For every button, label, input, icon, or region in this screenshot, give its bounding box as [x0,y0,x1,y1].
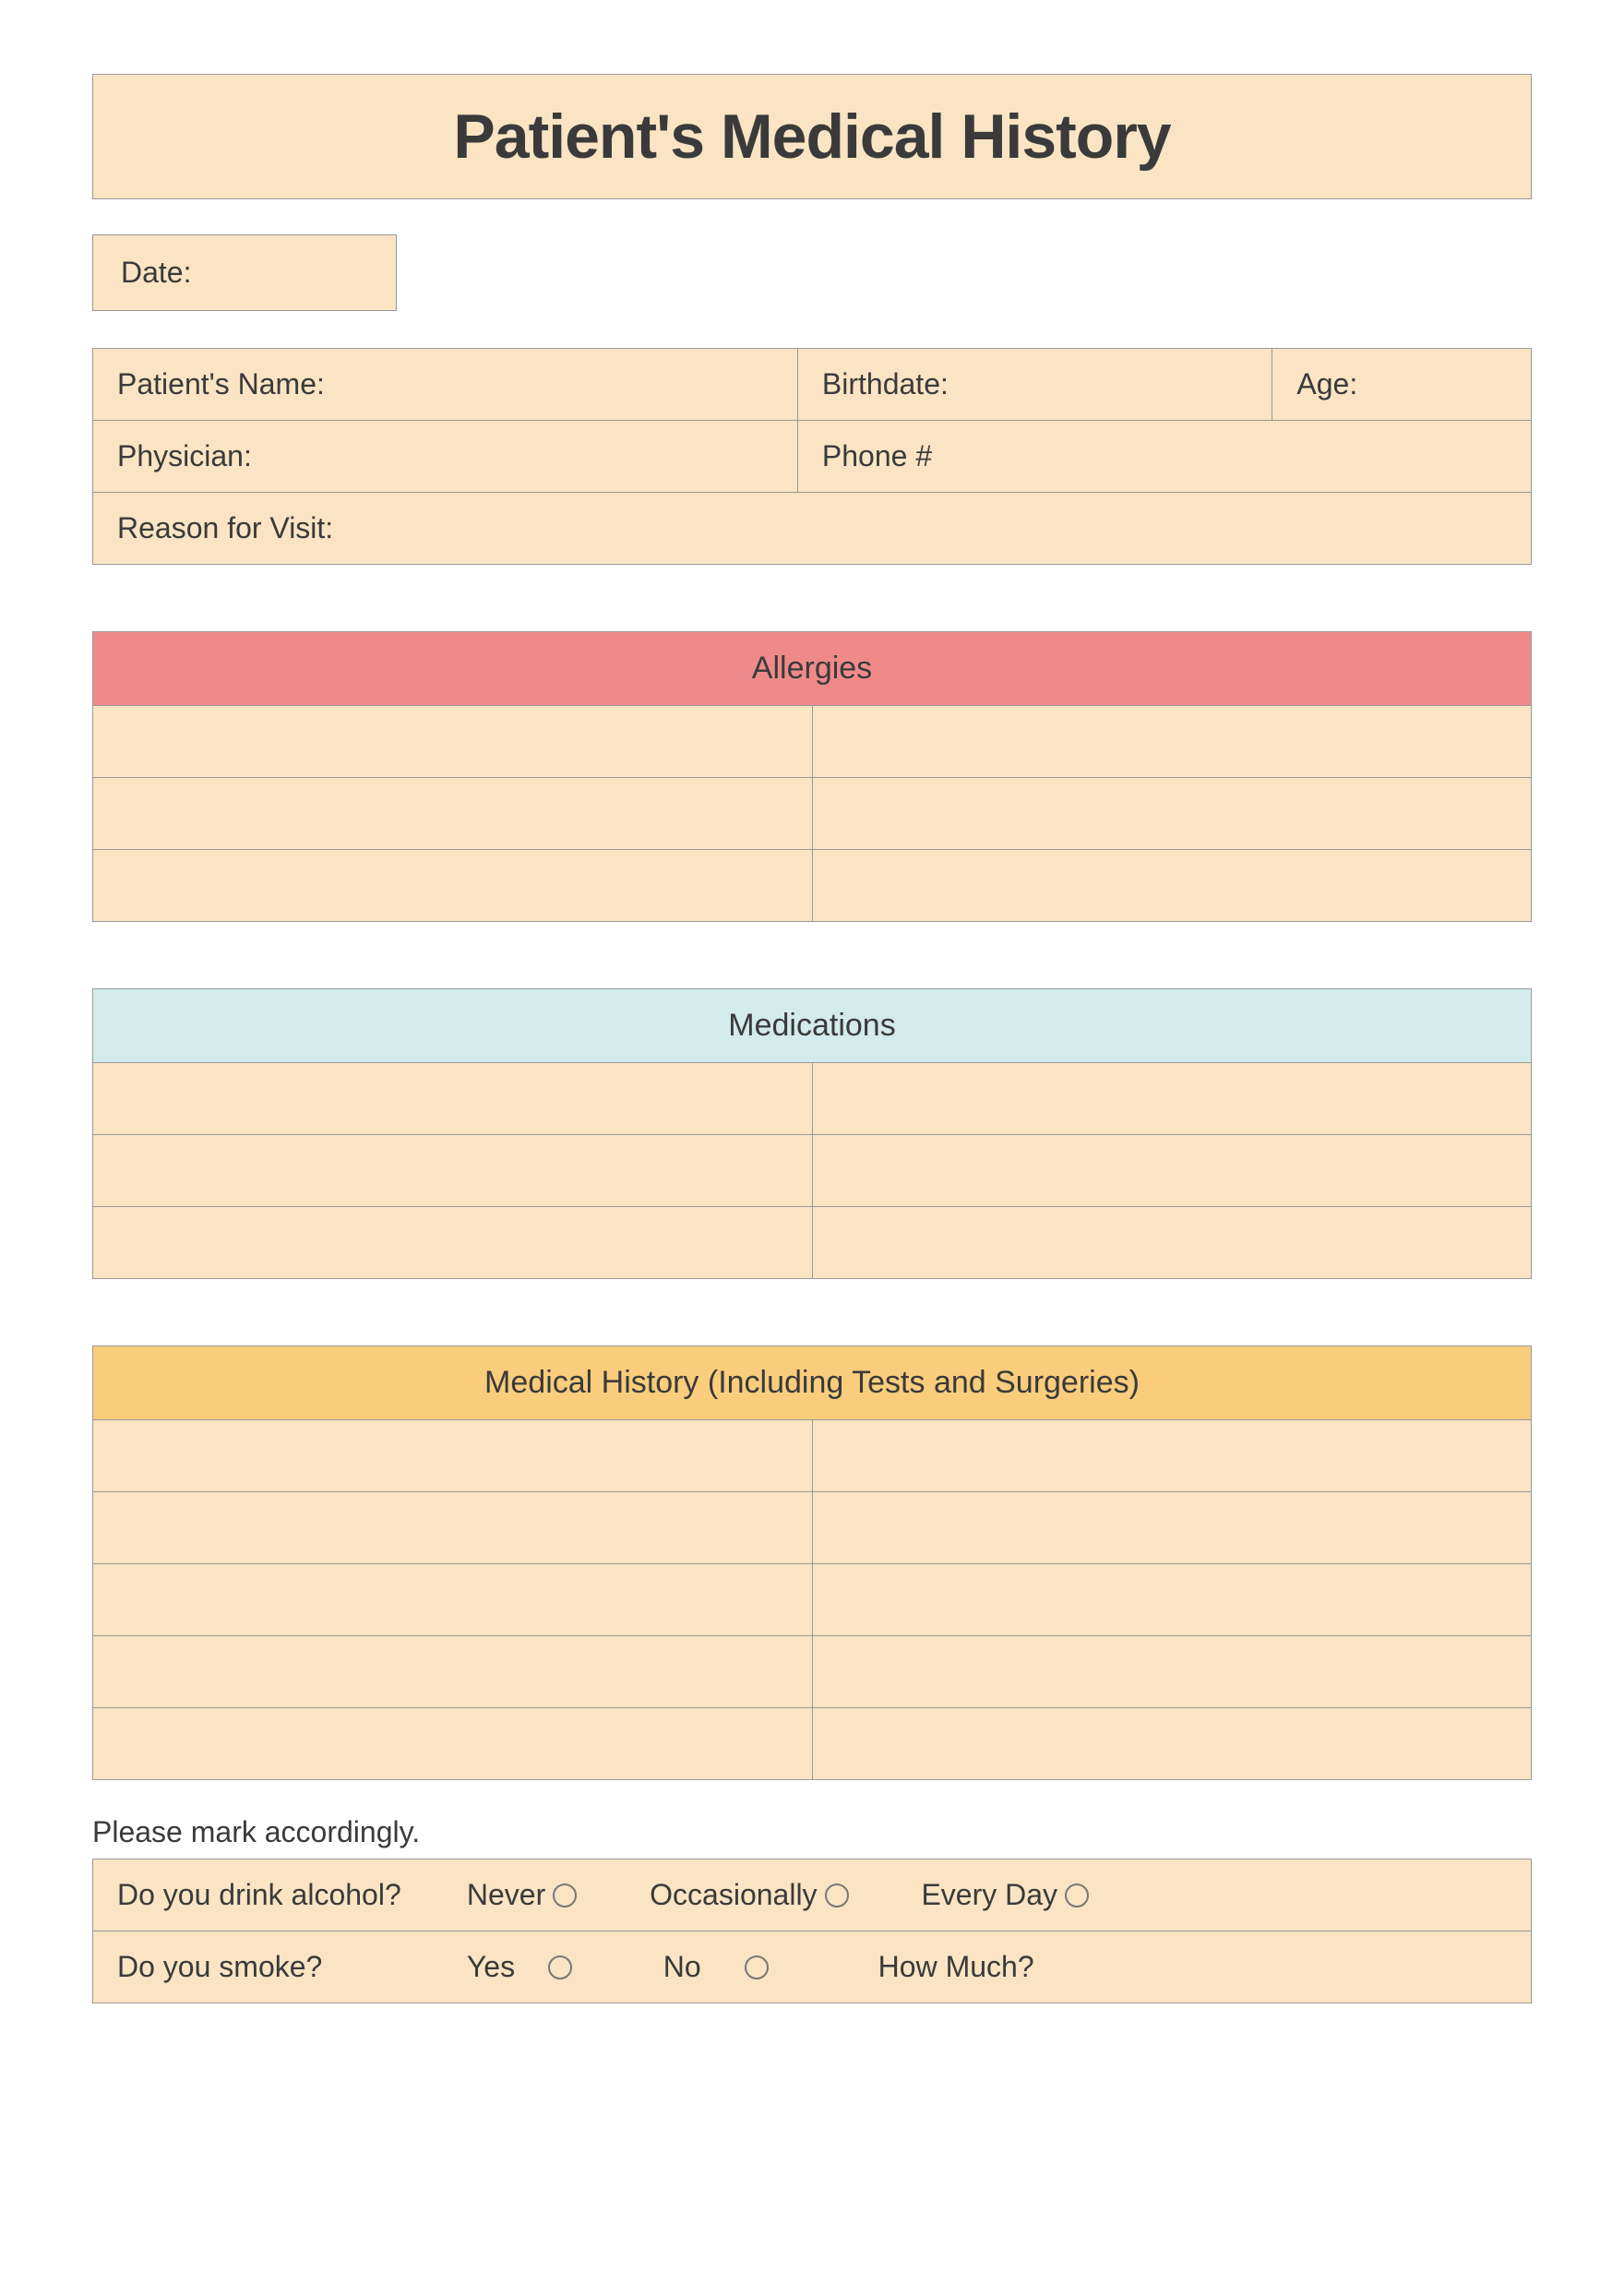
history-cell[interactable] [93,1564,813,1636]
date-label: Date: [121,256,191,289]
alcohol-everyday-option[interactable]: Every Day [921,1878,1089,1912]
radio-icon [825,1883,849,1907]
page-title: Patient's Medical History [93,101,1531,173]
patient-name-field[interactable]: Patient's Name: [93,349,798,421]
medication-cell[interactable] [93,1063,813,1135]
history-cell[interactable] [812,1420,1532,1492]
title-bar: Patient's Medical History [92,74,1532,199]
allergy-cell[interactable] [93,778,813,850]
medications-table: Medications [92,988,1532,1279]
alcohol-occasionally-option[interactable]: Occasionally [650,1878,848,1912]
alcohol-row: Do you drink alcohol? Never Occasionally… [93,1860,1532,1931]
history-cell[interactable] [812,1708,1532,1780]
medication-cell[interactable] [812,1063,1532,1135]
history-cell[interactable] [93,1492,813,1564]
reason-field[interactable]: Reason for Visit: [93,493,1532,565]
allergy-cell[interactable] [93,850,813,922]
phone-field[interactable]: Phone # [797,421,1531,493]
allergy-cell[interactable] [812,706,1532,778]
physician-field[interactable]: Physician: [93,421,798,493]
history-cell[interactable] [93,1708,813,1780]
history-cell[interactable] [93,1420,813,1492]
allergy-cell[interactable] [812,778,1532,850]
alcohol-question: Do you drink alcohol? [117,1878,459,1912]
smoke-row: Do you smoke? Yes No How Much? [93,1931,1532,2003]
smoke-no-option[interactable]: No [663,1950,769,1984]
allergy-cell[interactable] [93,706,813,778]
history-header: Medical History (Including Tests and Sur… [93,1346,1532,1420]
medication-cell[interactable] [812,1135,1532,1207]
age-field[interactable]: Age: [1272,349,1532,421]
patient-info-table: Patient's Name: Birthdate: Age: Physicia… [92,348,1532,565]
instruction-text: Please mark accordingly. [92,1815,1532,1849]
medication-cell[interactable] [812,1207,1532,1279]
date-field[interactable]: Date: [92,234,397,311]
smoke-howmuch-label: How Much? [878,1950,1034,1983]
radio-icon [1065,1883,1089,1907]
birthdate-field[interactable]: Birthdate: [797,349,1272,421]
history-cell[interactable] [812,1492,1532,1564]
alcohol-never-option[interactable]: Never [467,1878,577,1912]
allergy-cell[interactable] [812,850,1532,922]
history-cell[interactable] [812,1564,1532,1636]
history-table: Medical History (Including Tests and Sur… [92,1345,1532,1780]
allergies-table: Allergies [92,631,1532,922]
habits-table: Do you drink alcohol? Never Occasionally… [92,1859,1532,2003]
smoke-question: Do you smoke? [117,1950,459,1984]
medication-cell[interactable] [93,1207,813,1279]
history-cell[interactable] [93,1636,813,1708]
allergies-header: Allergies [93,632,1532,706]
smoke-yes-option[interactable]: Yes [467,1950,572,1984]
radio-icon [745,1955,769,1979]
medications-header: Medications [93,989,1532,1063]
radio-icon [548,1955,572,1979]
radio-icon [553,1883,577,1907]
history-cell[interactable] [812,1636,1532,1708]
medication-cell[interactable] [93,1135,813,1207]
